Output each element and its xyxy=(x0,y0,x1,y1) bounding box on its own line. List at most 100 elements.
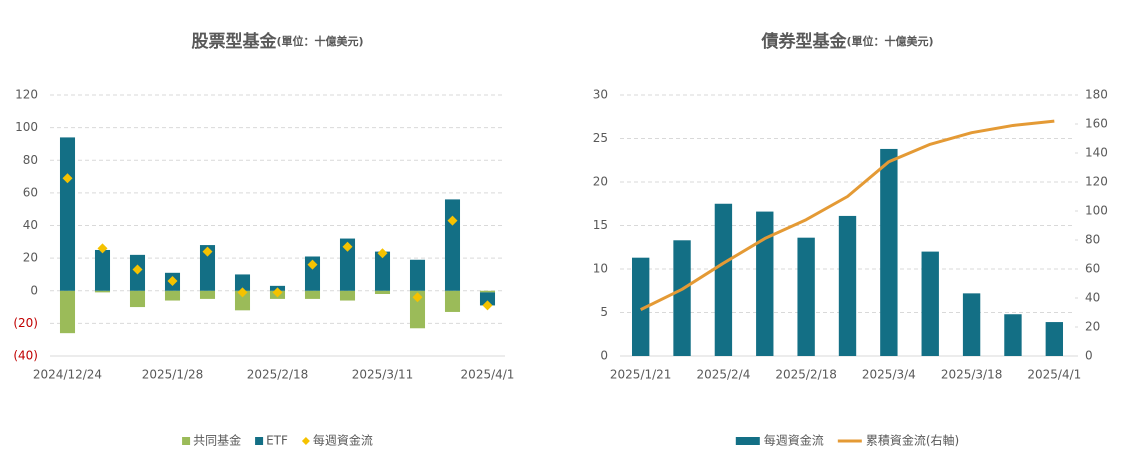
legend-swatch xyxy=(255,437,264,445)
bar xyxy=(339,238,356,291)
bar xyxy=(409,290,426,329)
bar xyxy=(838,215,857,356)
x-tick-label: 2025/2/18 xyxy=(775,368,837,382)
y2-tick-label: 80 xyxy=(1085,233,1100,247)
line xyxy=(640,119,1055,311)
y-tick-label: 30 xyxy=(593,88,608,102)
bar xyxy=(797,237,815,356)
bar xyxy=(756,211,774,356)
bar xyxy=(1004,314,1022,356)
bar xyxy=(234,290,251,311)
x-tick-label: 2024/12/24 xyxy=(33,368,102,382)
bar xyxy=(409,259,426,291)
bar xyxy=(339,290,356,301)
bar xyxy=(199,290,216,299)
diamond-marker xyxy=(447,215,458,226)
diamond-marker xyxy=(97,243,108,254)
legend-swatch xyxy=(301,437,310,445)
diamond-marker xyxy=(202,246,213,257)
legend-label: ETF xyxy=(266,434,288,448)
bar xyxy=(921,251,939,356)
x-tick-label: 2025/2/4 xyxy=(696,368,750,382)
diamond-marker xyxy=(342,241,353,252)
y-tick-label: 0 xyxy=(600,349,608,363)
diamond-marker xyxy=(237,287,248,298)
chart: 債券型基金(單位：十億美元) 0 5 10 15 20 25 30 0 20 40 60 80 100 12… xyxy=(593,31,1108,448)
y2-tick-label: 0 xyxy=(1085,349,1093,363)
diamond-marker xyxy=(132,264,143,275)
y-tick-label: 0 xyxy=(30,283,38,297)
x-tick-label: 2025/4/1 xyxy=(1027,368,1081,382)
legend-label: 每週資金流 xyxy=(764,433,824,448)
legend-swatch xyxy=(182,437,191,445)
bar xyxy=(374,251,391,291)
chart-title: 債券型基金(單位：十億美元) xyxy=(760,31,933,52)
y-tick-label: 10 xyxy=(593,262,608,276)
y2-tick-label: 160 xyxy=(1085,117,1108,131)
legend-swatch xyxy=(735,437,760,445)
bar xyxy=(164,290,181,301)
chart-title: 股票型基金(單位：十億美元) xyxy=(191,31,363,52)
bar xyxy=(444,199,461,291)
bar xyxy=(374,290,391,295)
legend-label: 累積資金流(右軸) xyxy=(866,433,959,448)
bar xyxy=(880,148,898,356)
bar xyxy=(94,290,111,293)
x-tick-label: 2025/2/18 xyxy=(247,368,309,382)
diamond-marker xyxy=(272,287,283,298)
bar xyxy=(714,203,733,356)
y-tick-label: (40) xyxy=(13,349,38,363)
bar xyxy=(444,290,461,312)
diamond-marker xyxy=(307,259,318,270)
bar xyxy=(673,240,691,356)
x-tick-label: 2025/3/18 xyxy=(941,368,1003,382)
legend-label: 共同基金 xyxy=(193,433,241,448)
y-tick-label: 60 xyxy=(23,185,38,199)
bar xyxy=(1045,322,1064,356)
y-tick-label: 40 xyxy=(23,218,38,232)
diamond-marker xyxy=(167,275,178,286)
y-tick-label: 100 xyxy=(15,120,38,134)
y2-tick-label: 40 xyxy=(1085,291,1100,305)
legend-label: 每週資金流 xyxy=(313,433,373,448)
bar xyxy=(129,290,146,308)
y2-tick-label: 120 xyxy=(1085,175,1108,189)
title-sub: (單位：十億美元) xyxy=(846,34,933,48)
bar xyxy=(94,249,111,291)
bar xyxy=(234,274,251,291)
x-tick-label: 2025/4/1 xyxy=(461,368,515,382)
diamond-marker xyxy=(482,300,493,311)
x-tick-label: 2025/1/21 xyxy=(610,368,672,382)
title-main: 股票型基金 xyxy=(191,31,277,52)
x-tick-label: 2025/3/4 xyxy=(862,368,916,382)
chart: 股票型基金(單位：十億美元) (40) (20) 0 20 40 60 80 100 120 202… xyxy=(13,31,514,448)
diamond-marker xyxy=(412,292,423,303)
y2-tick-label: 100 xyxy=(1085,204,1108,218)
title-sub: (單位：十億美元) xyxy=(276,34,363,48)
y2-tick-label: 180 xyxy=(1085,88,1108,102)
bar xyxy=(199,245,216,291)
y-tick-label: 20 xyxy=(593,175,608,189)
y-tick-label: 80 xyxy=(23,153,38,167)
y2-tick-label: 20 xyxy=(1085,320,1100,334)
x-tick-label: 2025/1/28 xyxy=(142,368,204,382)
bar xyxy=(59,290,76,334)
y2-tick-label: 60 xyxy=(1085,262,1100,276)
bar xyxy=(479,292,496,306)
legend: 每週資金流 累積資金流(右軸) xyxy=(735,433,959,448)
bar xyxy=(631,257,650,356)
y2-tick-label: 140 xyxy=(1085,146,1108,160)
bar xyxy=(962,293,981,356)
bar xyxy=(304,290,321,299)
y-tick-label: 25 xyxy=(593,131,608,145)
legend: 共同基金 ETF 每週資金流 xyxy=(182,433,373,448)
y-tick-label: (20) xyxy=(13,316,38,330)
diamond-marker xyxy=(62,173,73,184)
y-tick-label: 5 xyxy=(600,305,608,319)
bar xyxy=(479,290,496,293)
title-main: 債券型基金 xyxy=(760,31,847,52)
y-tick-label: 15 xyxy=(593,218,608,232)
y-tick-label: 120 xyxy=(15,88,38,102)
x-tick-label: 2025/3/11 xyxy=(352,368,414,382)
